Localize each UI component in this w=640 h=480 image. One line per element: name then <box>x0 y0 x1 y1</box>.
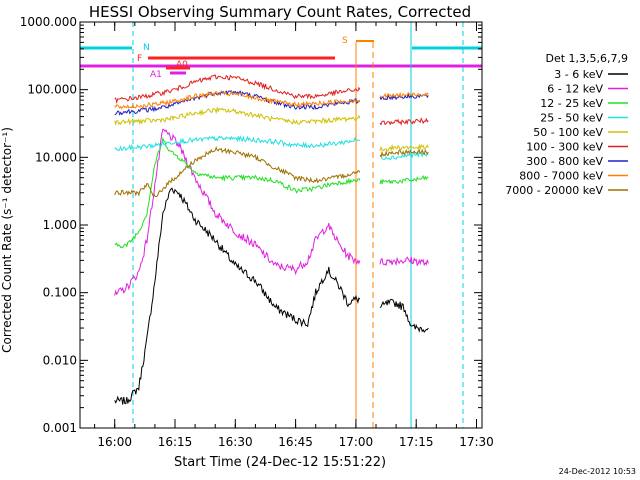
legend-label-5: 100 - 300 keV <box>526 141 603 154</box>
series-line-2 <box>114 136 361 249</box>
series-line-0 <box>114 187 361 405</box>
legend-label-3: 25 - 50 keV <box>540 112 603 125</box>
y-axis-ticks: 1000.000 100.000 10.000 1.000 0.100 0.010 0.00… <box>20 15 482 435</box>
legend-label-0: 3 - 6 keV <box>554 68 603 81</box>
series-line-7 <box>114 90 361 110</box>
flag-n-label: N <box>143 43 150 53</box>
series-line-6 <box>114 90 361 116</box>
y-tick-label-6: 0.001 <box>43 421 77 435</box>
flag-s-label: S <box>342 36 348 46</box>
y-tick-label-4: 0.100 <box>43 286 77 300</box>
timestamp: 24-Dec-2012 10:53 <box>559 467 636 476</box>
series-line-2-b <box>379 174 429 185</box>
x-tick-label-2: 16:30 <box>218 435 253 449</box>
series-line-5-b <box>379 117 429 126</box>
series-line-7-b <box>379 91 429 99</box>
chart-title: HESSI Observing Summary Count Rates, Cor… <box>89 3 471 21</box>
y-tick-label-5: 0.010 <box>43 353 77 367</box>
legend-label-6: 300 - 800 keV <box>526 155 603 168</box>
y-tick-label-2: 10.000 <box>35 150 77 164</box>
plot-frame <box>79 21 483 429</box>
y-tick-label-3: 1.000 <box>43 218 77 232</box>
x-tick-label-4: 17:00 <box>339 435 374 449</box>
x-tick-label-1: 16:15 <box>158 435 193 449</box>
x-axis-ticks: 16:00 16:15 16:30 16:45 17:00 17:15 17:30 <box>94 22 494 449</box>
legend-label-1: 6 - 12 keV <box>547 83 603 96</box>
legend-label-2: 12 - 25 keV <box>540 97 603 110</box>
y-tick-label-1: 100.000 <box>27 83 77 97</box>
flag-a0-label: A0 <box>176 60 188 70</box>
series-line-4 <box>114 106 361 126</box>
series-line-4-b <box>379 143 429 152</box>
series-line-8 <box>114 146 361 198</box>
x-tick-label-3: 16:45 <box>278 435 313 449</box>
x-axis-label: Start Time (24-Dec-12 15:51:22) <box>174 455 386 470</box>
legend-label-4: 50 - 100 keV <box>533 126 603 139</box>
series-line-1 <box>114 128 361 296</box>
y-tick-label-0: 1000.000 <box>20 15 77 29</box>
x-tick-label-6: 17:30 <box>459 435 494 449</box>
x-tick-label-0: 16:00 <box>97 435 132 449</box>
series-line-3 <box>114 135 360 152</box>
flag-f-label: F <box>137 54 142 64</box>
attenuator-flags: NF A0 A1 S <box>80 22 482 428</box>
series-line-6-b <box>379 92 429 101</box>
series-line-0-b <box>379 298 429 333</box>
y-axis-label: Corrected Count Rate (s⁻¹ detector⁻¹) <box>0 127 14 353</box>
series-line-1-b <box>379 256 429 267</box>
legend-title: Det 1,3,5,6,7,9 <box>545 52 628 65</box>
series-line-8-b <box>379 148 429 158</box>
x-tick-label-5: 17:15 <box>399 435 434 449</box>
series-line-5 <box>114 74 361 105</box>
flag-a1-label: A1 <box>150 70 162 80</box>
legend-label-7: 800 - 7000 keV <box>519 170 603 183</box>
legend-label-8: 7000 - 20000 keV <box>505 184 603 197</box>
series-lines <box>114 74 429 405</box>
